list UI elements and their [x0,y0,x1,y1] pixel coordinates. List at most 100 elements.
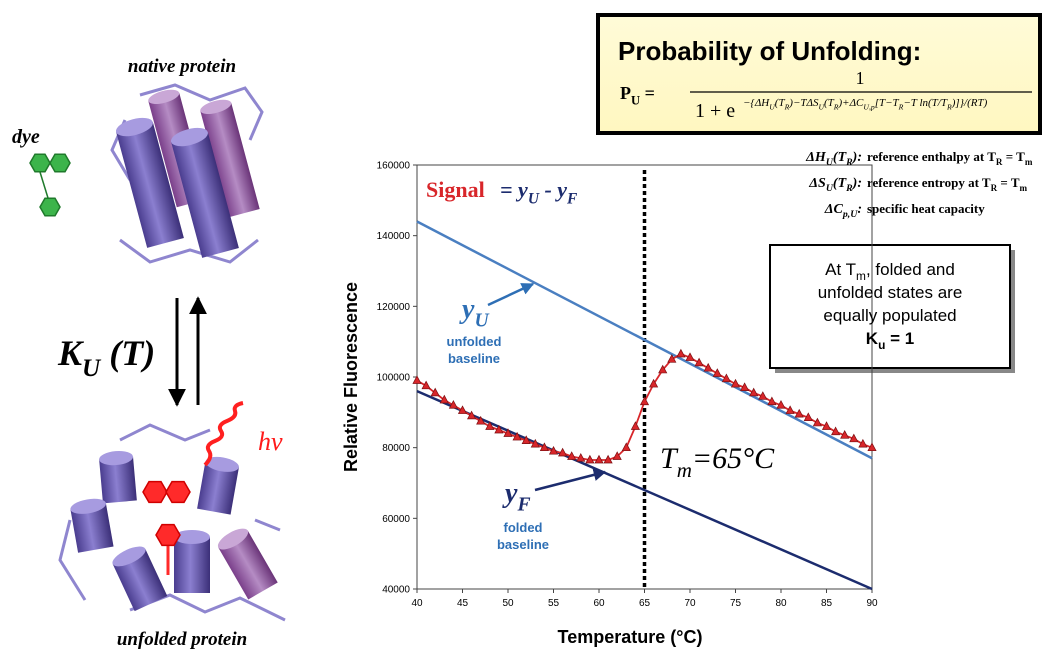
unfolded-label: unfolded protein [117,629,247,650]
subscript: m [1025,157,1033,167]
yf-label: yF [502,478,531,515]
subscript: U [631,93,640,107]
data-point [730,378,741,388]
data-point [740,382,750,391]
yu-label: yU [459,294,489,331]
formula-exponent: −{ΔHU(TR)−TΔSU(TR)+ΔCU,p[T−TR−T ln(T/TR)… [743,97,988,111]
text-part: ): [851,176,862,191]
subscript: m [677,458,692,482]
subscript: R [784,102,790,111]
y-tick-label: 120000 [377,302,411,313]
data-point [649,378,659,388]
text-part: unfolded states are [818,283,963,302]
yf-arrow [534,468,607,492]
dye-label: dye [12,126,40,148]
subscript: U [474,310,489,331]
y-axis-title: Relative Fluorescence [341,282,361,472]
data-point [867,442,877,452]
data-point [812,417,822,427]
text-part: ): [851,150,862,165]
data-point [612,451,622,460]
native-protein-art [110,83,264,264]
text-part: y [502,478,518,509]
x-tick-label: 70 [684,598,696,609]
text-part: )−TΔS [788,97,819,109]
x-tick-label: 40 [411,598,423,609]
x-tick-label: 60 [593,598,605,609]
data-point [840,430,850,439]
equilibrium-label: KU (T) [57,333,155,382]
data-point [767,396,777,406]
text-part: = T [997,175,1020,190]
data-point [685,352,695,361]
data-point [585,454,595,464]
x-tick-label: 85 [821,598,833,609]
equilibrium-arrows [168,296,207,407]
text-part: , folded and [866,260,955,279]
data-point [521,435,531,444]
subscript: U [528,191,540,208]
y-tick-label: 140000 [377,231,411,242]
subscript: m [1020,183,1028,193]
data-point [776,400,786,409]
data-point [794,408,804,418]
text-part: equally populated [823,306,956,325]
folded-baseline-label: folded [504,520,543,535]
text-part: K [866,329,879,348]
y-tick-label: 160000 [377,161,411,172]
text-part: (T [775,97,786,109]
text-part: (T [833,150,848,165]
series-line [416,220,873,460]
x-tick-label: 75 [730,598,742,609]
text-part: : [857,202,862,217]
text-part: T [660,442,679,475]
data-point [658,364,668,374]
data-point [603,454,613,464]
subscript: F [566,191,578,208]
text-part: [T−T [875,97,900,109]
text-part: )+ΔC [838,97,865,109]
definition-desc: specific heat capacity [867,201,985,216]
text-part: = 1 [885,329,914,348]
subscript: U [818,102,824,111]
definition-term: ΔCp,U: [824,202,862,220]
native-label: native protein [128,56,236,77]
data-point [512,431,522,441]
data-point [548,445,559,455]
text-part: −T ln(T/T [903,97,947,109]
series-line [416,389,873,591]
data-point [630,421,640,430]
data-point [703,362,713,372]
data-point [849,433,859,443]
x-tick-label: 50 [502,598,514,609]
formula-denominator: 1 + e [695,100,735,122]
unfolded-baseline-label: unfolded [447,334,502,349]
emission-label: hν [258,427,283,456]
x-tick-label: 65 [639,598,651,609]
text-part: y [554,177,567,202]
data-point [594,454,604,464]
data-point [476,415,486,425]
definition-term: ΔSU(TR): [808,176,862,194]
text-part: y [459,294,475,325]
note-box [769,244,1011,369]
unfolded-protein-art [58,401,286,622]
folded-baseline-label: baseline [497,537,549,552]
subscript: R [996,157,1003,167]
y-tick-label: 80000 [382,443,410,454]
text-part: =65°C [692,442,775,475]
formula-lhs: PU = [620,83,655,107]
text-part: )]}/(RT) [951,97,988,109]
x-tick-label: 80 [775,598,787,609]
subscript: R [845,183,853,194]
subscript: U [769,102,775,111]
data-point [494,424,504,434]
text-part: = [640,83,655,103]
signal-formula: = yU - yF [500,177,578,208]
subscript: R [946,102,952,111]
x-tick-label: 90 [866,598,878,609]
data-point [821,421,832,430]
dye-art [29,153,71,217]
data-point [439,394,449,404]
y-tick-label: 60000 [382,514,410,525]
